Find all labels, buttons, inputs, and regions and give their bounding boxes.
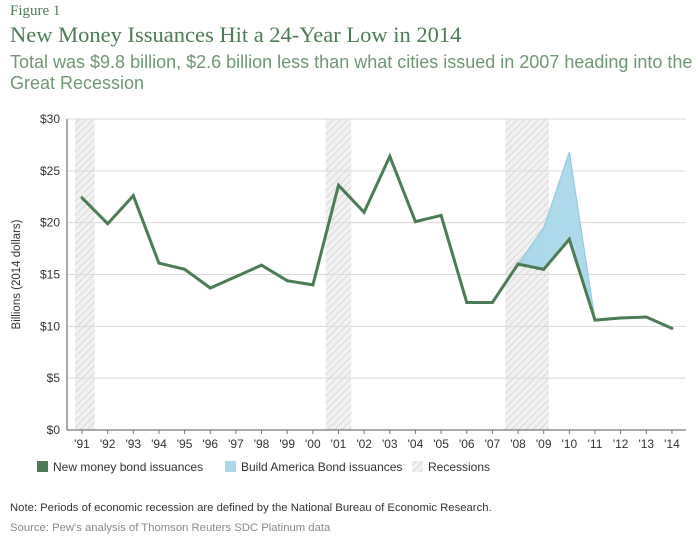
legend-label: New money bond issuances [53,460,203,474]
data-point [542,267,546,271]
y-tick-label: $25 [40,164,60,178]
y-tick-label: $10 [40,319,60,333]
x-tick-label: '96 [202,437,218,451]
data-point [644,315,648,319]
data-point [234,275,238,279]
x-tick-label: '14 [664,437,680,451]
x-tick-label: '94 [151,437,167,451]
x-tick-label: '95 [177,437,193,451]
x-tick-label: '97 [228,437,244,451]
data-point [208,286,212,290]
data-point [157,261,161,265]
data-point [337,183,340,187]
y-tick-label: $5 [47,371,61,385]
legend-swatch [225,461,236,472]
data-point [439,213,443,217]
x-tick-label: '12 [613,437,629,451]
x-tick-label: '10 [562,437,578,451]
y-axis-title: Billions (2014 dollars) [11,219,23,329]
x-tick-label: '06 [459,437,475,451]
x-tick-label: '99 [279,437,295,451]
y-tick-label: $0 [47,423,61,437]
legend-swatch [412,461,423,472]
data-point [80,196,84,200]
x-tick-label: '04 [408,437,424,451]
x-tick-label: '13 [638,437,654,451]
chart-subtitle: Total was $9.8 billion, $2.6 billion les… [10,52,693,93]
x-tick-label: '11 [588,437,603,451]
data-point [516,262,520,266]
data-point [131,194,135,198]
chart-source: Source: Pew's analysis of Thomson Reuter… [10,522,331,534]
x-tick-label: '93 [125,437,141,451]
x-tick-label: '00 [305,437,321,451]
x-tick-label: '03 [382,437,398,451]
x-tick-label: '98 [254,437,270,451]
data-point [183,267,187,271]
data-point [490,300,494,304]
y-tick-label: $20 [40,216,60,230]
data-point [567,237,571,241]
chart-note: Note: Periods of economic recession are … [10,502,492,514]
legend-label: Recessions [428,460,490,474]
data-point [106,222,110,226]
data-point [388,154,392,158]
x-tick-label: '05 [433,437,449,451]
data-point [593,318,597,322]
x-tick-label: '92 [100,437,116,451]
x-tick-label: '91 [74,437,90,451]
data-point [311,283,315,287]
x-tick-label: '09 [536,437,552,451]
legend-swatch [37,461,48,472]
chart-title: New Money Issuances Hit a 24-Year Low in… [10,22,462,47]
data-point [362,210,366,214]
data-point [619,316,623,320]
figure-label: Figure 1 [10,3,61,19]
x-tick-label: '07 [485,437,501,451]
data-point [285,279,289,283]
data-point [670,326,674,330]
y-tick-label: $15 [40,268,60,282]
data-point [413,220,417,224]
x-tick-label: '02 [356,437,372,451]
data-point [260,263,264,267]
legend-label: Build America Bond issuances [241,460,402,474]
new-money-line [80,152,673,330]
y-tick-label: $30 [40,112,60,126]
x-tick-label: '08 [510,437,526,451]
x-tick-label: '01 [331,437,347,451]
data-point [465,300,469,304]
